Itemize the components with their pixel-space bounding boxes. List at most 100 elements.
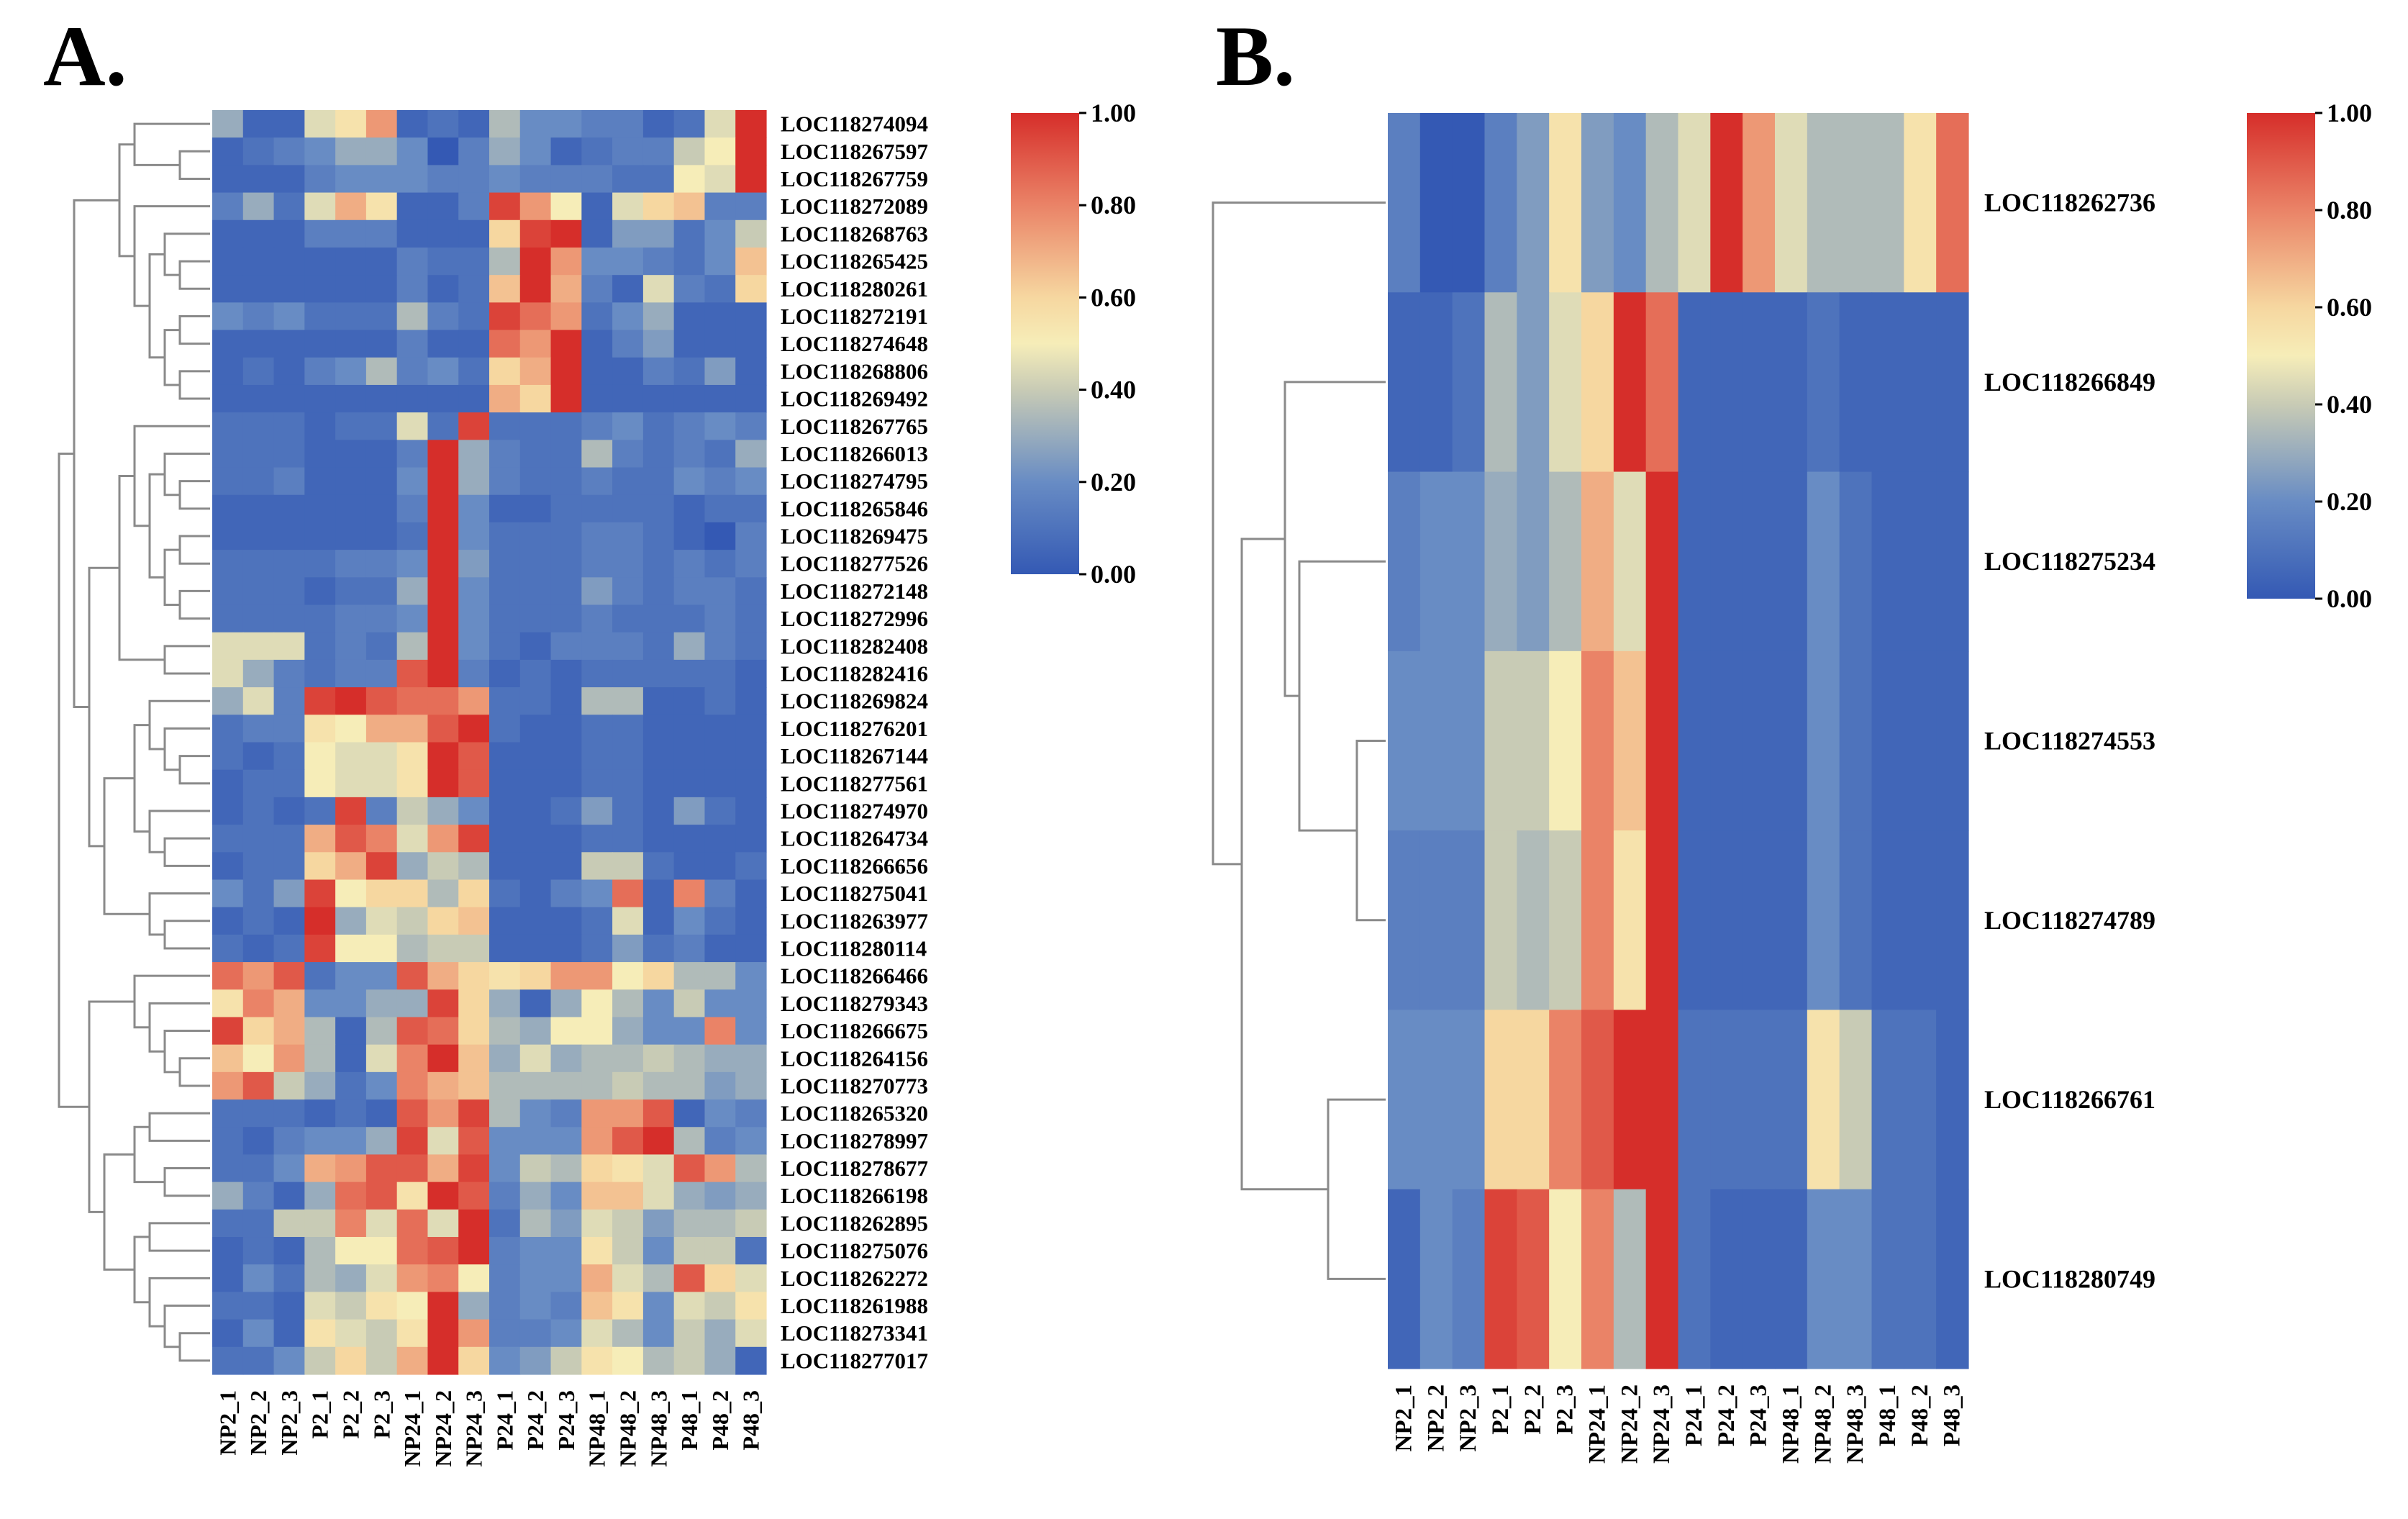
heatmap-cell <box>642 742 675 771</box>
heatmap-cell <box>212 659 244 688</box>
heatmap-cell <box>519 989 552 1018</box>
heatmap-cell <box>519 934 552 963</box>
heatmap-cell <box>612 632 644 661</box>
heatmap-cell <box>550 852 582 881</box>
heatmap-cell <box>642 1292 675 1320</box>
heatmap-cell <box>212 1044 244 1073</box>
heatmap-cell <box>1678 1189 1711 1369</box>
heatmap-cell <box>612 1346 644 1375</box>
heatmap-cell <box>1839 830 1873 1011</box>
heatmap-cell <box>212 165 244 194</box>
heatmap-cell <box>642 687 675 715</box>
heatmap-cell <box>1807 830 1840 1011</box>
heatmap-cell <box>242 550 275 578</box>
heatmap-cell <box>735 962 767 990</box>
heatmap-cell <box>1419 292 1453 473</box>
heatmap-cell <box>427 797 459 825</box>
heatmap-cell <box>365 1099 398 1128</box>
heatmap-cell <box>458 1017 490 1046</box>
heatmap-cell <box>1678 1010 1711 1190</box>
heatmap-cell <box>581 137 613 165</box>
heatmap-cell <box>704 934 736 963</box>
heatmap-cell <box>365 440 398 468</box>
heatmap-cell <box>1807 650 1840 831</box>
heatmap-cell <box>335 1209 367 1238</box>
heatmap-cell <box>304 769 336 798</box>
heatmap-cell <box>735 1044 767 1073</box>
heatmap-cell <box>704 989 736 1018</box>
heatmap-cell <box>427 1237 459 1265</box>
heatmap-cell <box>581 715 613 743</box>
heatmap-cell <box>1549 471 1582 652</box>
heatmap-cell <box>273 1209 305 1238</box>
heatmap-cell <box>489 275 521 303</box>
heatmap-cell <box>519 110 552 138</box>
heatmap-cell <box>458 604 490 633</box>
heatmap-cell <box>1645 471 1679 652</box>
heatmap-cell <box>581 550 613 578</box>
heatmap-cell <box>673 604 706 633</box>
row-label: LOC118275076 <box>781 1238 928 1264</box>
row-label: LOC118265320 <box>781 1101 928 1126</box>
heatmap-cell <box>335 412 367 440</box>
heatmap-cell <box>1484 1189 1517 1369</box>
heatmap-cell <box>273 769 305 798</box>
heatmap-cell <box>612 550 644 578</box>
heatmap-cell <box>427 412 459 440</box>
heatmap-cell <box>396 907 429 935</box>
dendrogram-branch <box>178 314 210 345</box>
heatmap-cell <box>519 1127 552 1156</box>
heatmap-cell <box>581 879 613 908</box>
heatmap-cell <box>427 357 459 386</box>
heatmap-cell <box>458 165 490 194</box>
heatmap-cell <box>212 192 244 221</box>
heatmap-cell <box>704 1071 736 1100</box>
heatmap-cell <box>642 1264 675 1293</box>
heatmap-cell <box>489 769 521 798</box>
heatmap-cell <box>1549 830 1582 1011</box>
heatmap-cell <box>212 412 244 440</box>
heatmap-cell <box>335 1044 367 1073</box>
heatmap-cell <box>365 165 398 194</box>
heatmap-cell <box>1743 113 1776 293</box>
heatmap-cell <box>735 632 767 661</box>
heatmap-cell <box>396 962 429 990</box>
heatmap-cell <box>212 852 244 881</box>
heatmap-cell <box>581 1099 613 1128</box>
heatmap-cell <box>642 1237 675 1265</box>
heatmap-cell <box>273 1237 305 1265</box>
heatmap-cell <box>396 357 429 386</box>
heatmap-cell <box>1452 1010 1486 1190</box>
heatmap-cell <box>335 165 367 194</box>
dendrogram-branch <box>163 1305 210 1348</box>
heatmap-cell <box>1904 113 1937 293</box>
heatmap-cell <box>1936 650 1969 831</box>
dendrogram-branch <box>178 589 210 620</box>
row-label: LOC118280749 <box>1984 1264 2155 1293</box>
heatmap-cell <box>550 577 582 606</box>
heatmap-cell <box>458 1346 490 1375</box>
heatmap-cell <box>642 192 675 221</box>
heatmap-cell <box>489 412 521 440</box>
heatmap-cell <box>673 192 706 221</box>
heatmap-cell <box>1452 1189 1486 1369</box>
column-label: NP2_2 <box>1423 1384 1449 1452</box>
heatmap-cell <box>304 1346 336 1375</box>
heatmap-cell <box>427 769 459 798</box>
heatmap-cell <box>735 137 767 165</box>
heatmap-cell <box>242 1071 275 1100</box>
row-label: LOC118273341 <box>781 1320 928 1346</box>
heatmap-cell <box>304 632 336 661</box>
heatmap-cell <box>396 165 429 194</box>
heatmap-cell <box>519 247 552 276</box>
heatmap-cell <box>581 1292 613 1320</box>
row-label: LOC118269475 <box>781 524 928 549</box>
heatmap-cell <box>519 1154 552 1183</box>
heatmap-cell <box>365 1292 398 1320</box>
heatmap-cell <box>335 110 367 138</box>
heatmap-cell <box>489 1154 521 1183</box>
heatmap-cell <box>335 1346 367 1375</box>
heatmap-cell <box>489 715 521 743</box>
heatmap-cell <box>735 769 767 798</box>
